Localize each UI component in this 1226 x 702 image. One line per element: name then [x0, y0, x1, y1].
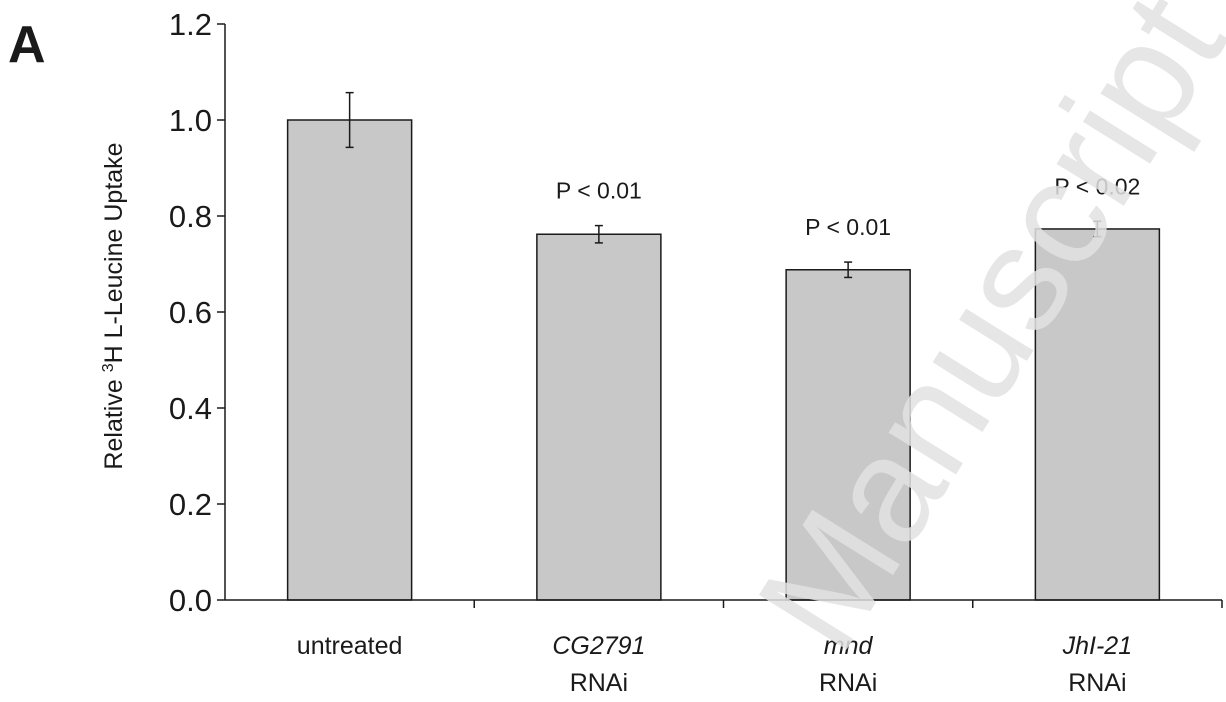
y-axis-label-sup: 3	[100, 363, 117, 372]
y-tick-label: 0.6	[169, 295, 212, 330]
y-axis-label: Relative 3H L-Leucine Uptake	[100, 142, 128, 469]
p-value-annotation: P < 0.01	[556, 178, 642, 204]
x-tick-label-line2: RNAi	[819, 669, 877, 697]
x-tick-label: untreated	[297, 632, 403, 660]
x-tick-label: CG2791	[552, 632, 645, 660]
y-axis-label-pre: Relative	[100, 372, 128, 469]
p-value-annotation: P < 0.02	[1054, 173, 1140, 199]
y-tick-label: 0.4	[169, 391, 212, 426]
y-tick-label: 1.2	[169, 7, 212, 42]
panel-label: A	[8, 16, 46, 74]
plot-area: untreated P < 0.01 CG2791 RNAi P < 0.01 mnd RN…	[169, 7, 1223, 697]
y-tick-label: 0.2	[169, 487, 212, 522]
x-tick-label-line2: RNAi	[1068, 669, 1126, 697]
x-tick-label: mnd	[824, 632, 874, 660]
bar	[286, 119, 413, 601]
x-tick-label-line2: RNAi	[570, 669, 628, 697]
y-tick-label: 0.8	[169, 199, 212, 234]
y-tick-label: 1.0	[169, 103, 212, 138]
x-tick-label: JhI-21	[1062, 632, 1132, 660]
p-value-annotation: P < 0.01	[805, 214, 891, 240]
y-tick-label: 0.0	[169, 583, 212, 618]
bar	[536, 233, 662, 601]
y-axis-label-post: H L-Leucine Uptake	[100, 142, 128, 363]
